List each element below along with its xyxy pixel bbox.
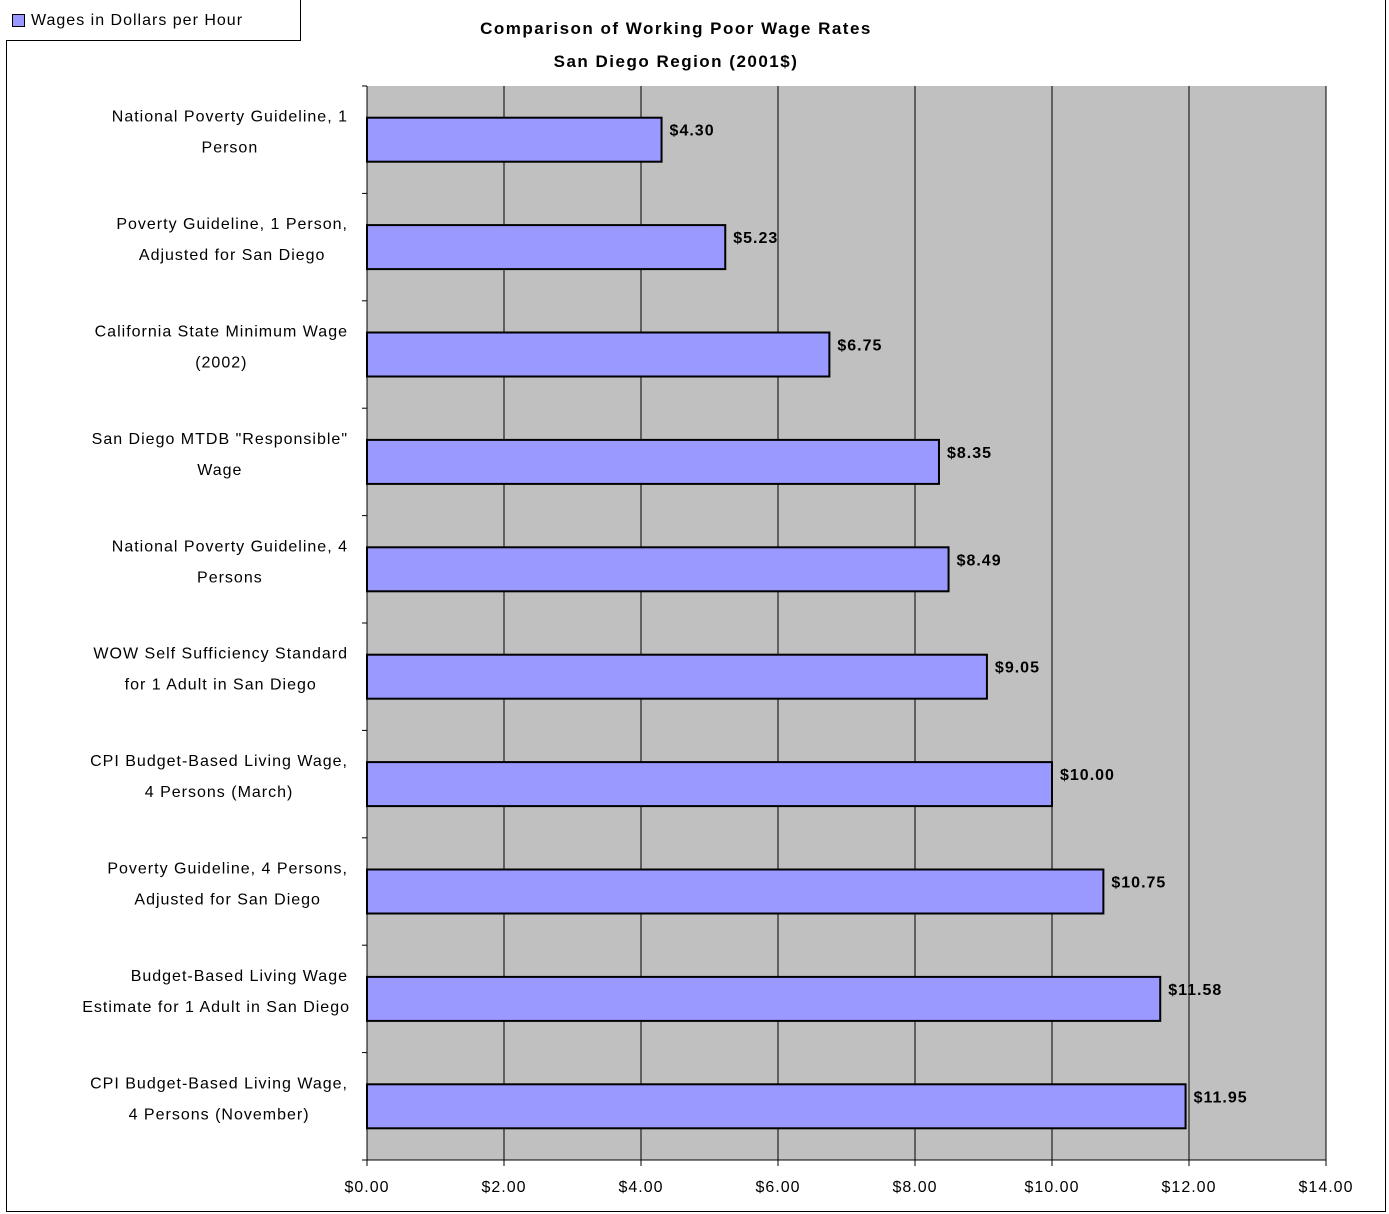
category-label: National Poverty Guideline, 1 (112, 109, 348, 126)
x-tick-label: $4.00 (618, 1179, 663, 1196)
x-tick-label: $14.00 (1299, 1179, 1354, 1196)
chart-title-block: Comparison of Working Poor Wage Rates Sa… (300, 12, 1052, 78)
category-label: CPI Budget-Based Living Wage, (90, 753, 348, 770)
legend-swatch (12, 14, 25, 27)
category-label: (2002) (195, 355, 247, 372)
category-label: Poverty Guideline, 1 Person, (116, 216, 348, 233)
data-label: $9.05 (995, 660, 1040, 677)
bar (366, 331, 831, 378)
data-label: $11.58 (1168, 982, 1222, 999)
category-label: WOW Self Sufficiency Standard (93, 646, 348, 663)
data-label: $5.23 (733, 230, 778, 247)
category-label: Estimate for 1 Adult in San Diego (82, 999, 350, 1016)
x-tick-label: $6.00 (755, 1179, 800, 1196)
x-tick-label: $10.00 (1025, 1179, 1080, 1196)
bar (366, 116, 663, 163)
bar (366, 653, 988, 700)
bar (366, 546, 950, 593)
data-label: $11.95 (1194, 1089, 1248, 1106)
x-tick-label: $2.00 (481, 1179, 526, 1196)
bar (366, 761, 1053, 808)
category-label: Persons (197, 569, 263, 586)
category-label: California State Minimum Wage (95, 324, 348, 341)
category-label: 4 Persons (November) (129, 1106, 310, 1123)
category-label: Person (202, 140, 259, 157)
bar (366, 224, 727, 271)
legend-label: Wages in Dollars per Hour (31, 12, 244, 29)
category-label: Adjusted for San Diego (139, 247, 326, 264)
bar (366, 868, 1105, 915)
data-label: $8.49 (957, 552, 1002, 569)
data-label: $6.75 (837, 338, 882, 355)
bar (366, 438, 940, 485)
category-label: 4 Persons (March) (145, 784, 294, 801)
category-label: Wage (197, 462, 242, 479)
category-label: National Poverty Guideline, 4 (112, 538, 348, 555)
chart-title: Comparison of Working Poor Wage Rates (480, 19, 872, 38)
category-label: Poverty Guideline, 4 Persons, (107, 861, 348, 878)
chart-subtitle: San Diego Region (2001$) (553, 52, 799, 71)
legend: Wages in Dollars per Hour (6, 0, 301, 41)
x-tick-label: $12.00 (1162, 1179, 1217, 1196)
data-label: $8.35 (947, 445, 992, 462)
category-label: San Diego MTDB "Responsible" (92, 431, 348, 448)
category-label: for 1 Adult in San Diego (125, 677, 317, 694)
bar (366, 975, 1162, 1022)
x-tick-label: $0.00 (344, 1179, 389, 1196)
data-label: $4.30 (670, 123, 715, 140)
data-label: $10.00 (1060, 767, 1115, 784)
category-label: Adjusted for San Diego (134, 892, 321, 909)
category-label: CPI Budget-Based Living Wage, (90, 1075, 348, 1092)
data-label: $10.75 (1111, 875, 1166, 892)
x-tick-label: $8.00 (892, 1179, 937, 1196)
category-label: Budget-Based Living Wage (131, 968, 348, 985)
bar (366, 1083, 1187, 1130)
